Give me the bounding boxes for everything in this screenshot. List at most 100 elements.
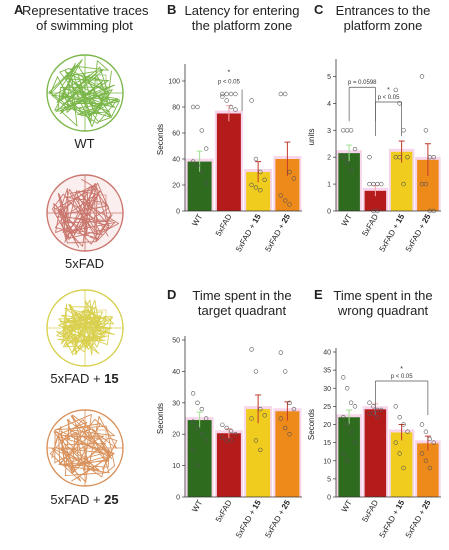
y-tick-label: 20 [323,422,331,429]
y-axis-label: Seconds [156,403,165,434]
y-tick-label: 30 [172,400,180,407]
data-point [344,160,350,165]
category-label: 5xFAD [214,498,234,523]
p-value-label: p < 0.05 [391,374,414,380]
y-tick-label: 5 [327,74,331,81]
trace-label-wt: WT [74,136,95,151]
bar-1 [364,409,387,497]
data-point [190,419,196,424]
bar-3 [417,443,439,497]
data-point [423,181,429,187]
data-point [228,104,234,110]
data-point [253,185,259,190]
category-label: 5xFAD + 25 [404,212,433,253]
y-tick-label: 0 [176,209,180,216]
panel-a-title-line2: of swimming plot [36,18,133,33]
y-tick-label: 2 [327,155,331,162]
y-tick-label: 0 [327,495,331,502]
data-point [278,350,284,355]
data-point [233,107,238,112]
data-point [287,432,292,437]
data-point [427,465,433,471]
data-point [253,369,259,374]
data-point [341,451,346,456]
data-point [379,181,384,187]
data-point [190,447,196,453]
data-point [344,458,350,463]
swim-path [56,299,116,356]
p-value-label: p < 0.05 [218,80,241,86]
data-point [233,432,238,437]
data-point [195,163,200,168]
data-point [431,154,436,160]
data-point [397,415,402,420]
data-point [220,91,225,97]
data-point [282,425,288,431]
y-tick-label: 4 [327,101,331,108]
category-label: 5xFAD [214,212,234,237]
trace-label-5xfad: 5xFAD [64,256,104,271]
significance-star: * [400,366,403,373]
swim-trace-1 [46,174,124,252]
data-point [397,451,402,456]
panel-letter-d: D [167,287,177,302]
category-label: 5xFAD + 15 [234,498,263,539]
category-label: WT [190,212,204,227]
bar-0 [338,417,360,497]
data-point [203,146,209,151]
data-point [352,440,358,445]
y-tick-label: 10 [172,463,180,470]
data-point [287,202,292,207]
data-point [249,98,254,103]
data-point [423,458,429,463]
data-point [341,154,346,160]
bar-1 [364,190,387,211]
data-point [278,193,284,198]
platform-zone [96,194,107,205]
category-label: WT [190,498,204,513]
category-label: WT [340,212,354,227]
data-point [195,400,200,405]
y-tick-label: 40 [172,369,180,376]
data-point [203,416,209,421]
data-point [190,104,196,110]
data-point [220,435,225,440]
significance-star: * [387,87,390,94]
data-point [220,94,225,99]
data-point [199,128,205,133]
y-tick-label: 80 [172,105,180,112]
panel-letter-b: B [167,2,177,17]
data-point [427,436,433,442]
data-point [341,415,346,420]
platform-zone [96,309,107,320]
data-point [341,375,346,380]
category-label: 5xFAD + 25 [263,212,292,253]
platform-zone [96,429,107,440]
data-point [199,406,205,412]
data-point [224,425,229,431]
bar-2 [390,151,413,211]
data-point [348,400,354,405]
data-point [199,169,205,175]
data-point [431,440,436,445]
data-point [419,422,425,427]
chart-e-title: Time spent in the wrong quadrant [333,288,433,318]
category-label: 5xFAD [360,212,380,237]
y-tick-label: 25 [323,404,331,411]
chart-b-title: Latency for entering the platform zone [184,3,300,33]
platform-zone [96,74,107,85]
data-point [228,428,234,434]
data-point [228,91,234,97]
data-point [423,429,429,434]
data-point [233,91,238,97]
data-point [224,91,229,97]
y-tick-label: 100 [168,79,180,86]
data-point [253,438,259,443]
significance-star: * [228,70,231,77]
category-label: 5xFAD + 15 [378,212,407,253]
bar-2 [390,432,413,497]
data-point [195,425,200,431]
y-tick-label: 50 [172,338,180,345]
data-point [195,104,200,110]
